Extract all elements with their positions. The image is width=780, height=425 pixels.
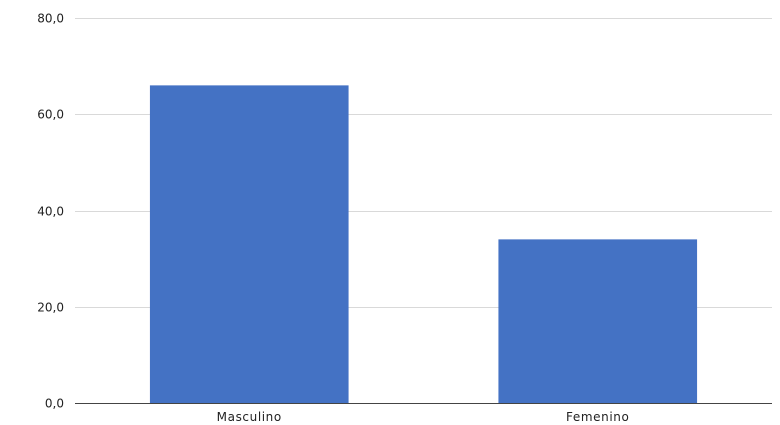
y-tick-label-1: 20,0 [37,301,64,315]
y-tick-label-0: 0,0 [45,397,64,411]
y-tick-label-2: 40,0 [37,205,64,219]
y-tick-label-3: 60,0 [37,108,64,122]
x-tick-label-1: Femenino [566,410,629,424]
x-axis: Masculino Femenino [217,410,629,424]
y-tick-label-4: 80,0 [37,12,64,26]
x-tick-label-0: Masculino [217,410,282,424]
bar-femenino [498,239,698,403]
y-axis: 0,0 20,0 40,0 60,0 80,0 [37,12,64,411]
bars [149,85,698,403]
bar-masculino [149,85,349,403]
